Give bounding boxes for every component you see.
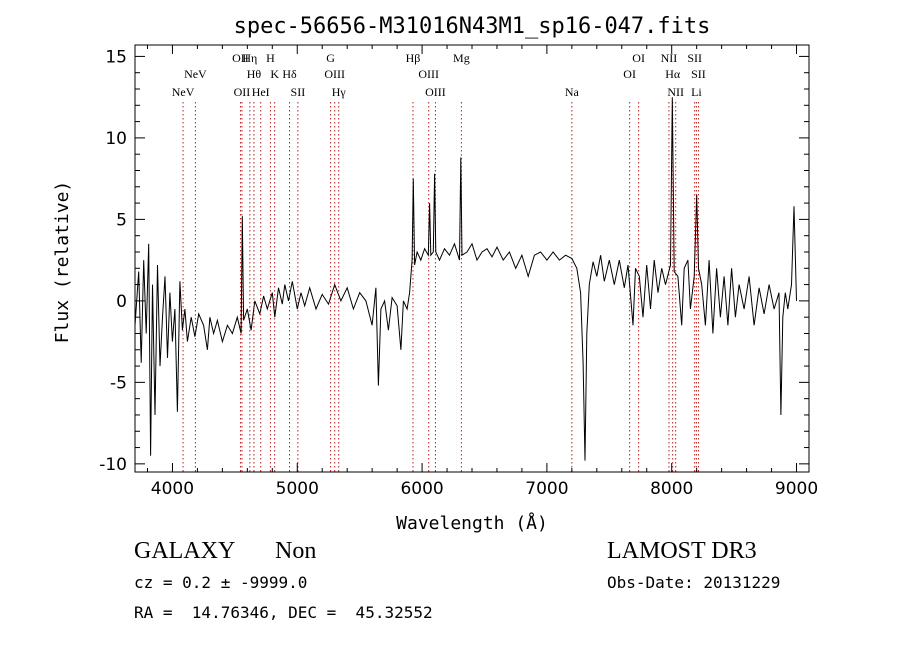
x-tick-label: 5000 xyxy=(276,479,319,499)
x-tick-label: 9000 xyxy=(775,479,818,499)
emission-line-label: NeV xyxy=(184,67,207,81)
x-tick-label: 8000 xyxy=(650,479,693,499)
emission-line-label: Na xyxy=(565,85,580,99)
emission-line-label: Hη xyxy=(242,51,257,65)
y-tick-label: -5 xyxy=(110,373,127,393)
y-axis-label: Flux (relative) xyxy=(52,181,73,344)
emission-line-label: NeV xyxy=(172,85,195,99)
redshift-line: cz = 0.2 ± -9999.0 xyxy=(134,573,308,592)
emission-line-label: OI xyxy=(623,67,636,81)
emission-line-label: NII xyxy=(661,51,678,65)
y-axis-ticks: -10 -5 0 5 10 15 xyxy=(99,47,809,475)
coordinates-line: RA = 14.76346, DEC = 45.32552 xyxy=(134,603,433,622)
chart-title: spec-56656-M31016N43M1_sp16-047.fits xyxy=(234,14,711,39)
emission-line-label: OIII xyxy=(324,67,345,81)
emission-line-label: Mg xyxy=(453,51,470,65)
emission-line-label: HeI xyxy=(252,85,270,99)
emission-line-label: Hα xyxy=(665,67,681,81)
emission-line-label: OIII xyxy=(418,67,439,81)
emission-line-label: OIII xyxy=(425,85,446,99)
emission-line-label: SII xyxy=(291,85,306,99)
emission-line-label: H xyxy=(266,51,275,65)
emission-line-label: Hδ xyxy=(282,67,297,81)
emission-line-markers xyxy=(182,102,699,472)
classification-label: GALAXY xyxy=(134,538,236,564)
emission-line-label: Li xyxy=(691,85,702,99)
x-tick-label: 6000 xyxy=(400,479,443,499)
emission-line-label: K xyxy=(270,67,279,81)
y-tick-label: 0 xyxy=(116,292,127,312)
emission-line-label: SII xyxy=(687,51,702,65)
emission-line-label: OII xyxy=(232,51,249,65)
x-axis-ticks: 4000 5000 6000 7000 8000 9000 xyxy=(146,45,818,499)
emission-line-label: OI xyxy=(632,51,645,65)
obs-date: Obs-Date: 20131229 xyxy=(607,573,781,592)
emission-line-label: OII xyxy=(234,85,251,99)
spectrum-line xyxy=(134,97,797,461)
emission-line-label: Hβ xyxy=(406,51,421,65)
x-axis-label: Wavelength (Å) xyxy=(396,512,548,534)
emission-line-label: G xyxy=(326,51,335,65)
y-tick-label: 10 xyxy=(105,129,127,149)
plot-frame xyxy=(134,44,810,473)
x-tick-label: 7000 xyxy=(525,479,568,499)
subclass-label: Non xyxy=(275,538,317,564)
emission-line-label: SII xyxy=(691,67,706,81)
y-tick-label: -10 xyxy=(99,455,127,475)
x-tick-label: 4000 xyxy=(151,479,194,499)
y-tick-label: 5 xyxy=(116,210,127,230)
survey-label: LAMOST DR3 xyxy=(607,538,757,564)
emission-line-label: Hθ xyxy=(247,67,262,81)
y-tick-label: 15 xyxy=(105,47,127,67)
emission-line-label: NII xyxy=(667,85,684,99)
emission-line-label: Hγ xyxy=(332,85,347,99)
